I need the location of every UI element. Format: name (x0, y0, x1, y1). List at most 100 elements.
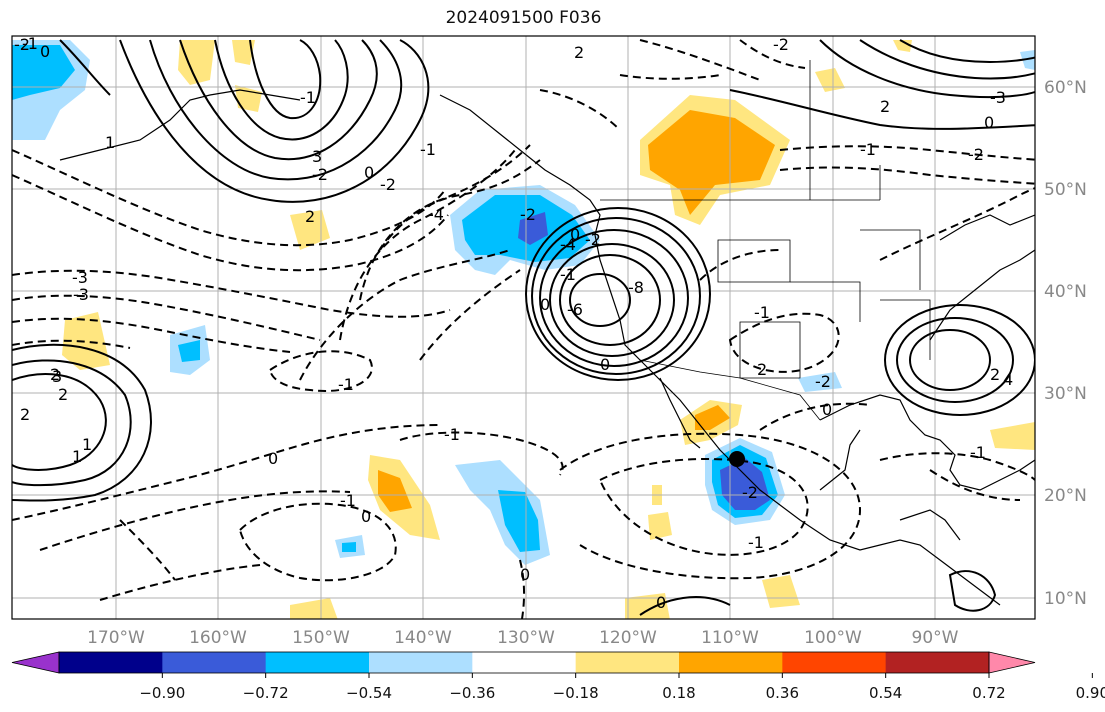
lat-label-30: 30°N (1044, 384, 1087, 404)
lat-label-10: 10°N (1044, 589, 1087, 609)
colorbar-swatch (472, 652, 577, 673)
contour-label: -2 (585, 230, 601, 249)
contour-label: 1 (72, 447, 82, 466)
contour-label: 2 (50, 365, 60, 384)
colorbar-swatch (59, 652, 163, 673)
contour-label: -2 (968, 145, 984, 164)
contour-label: -1 (754, 303, 770, 322)
colorbar-swatch (369, 652, 473, 673)
lat-label-40: 40°N (1044, 282, 1087, 302)
positive-contours (12, 39, 1035, 616)
contour-label: -2 (520, 205, 536, 224)
contour-label: -2 (815, 372, 831, 391)
lon-label-130: 130°W (497, 628, 555, 648)
colorbar-extension-high (988, 651, 1036, 674)
borders (600, 60, 931, 421)
lon-label-100: 100°W (804, 628, 862, 648)
colorbar-swatch (782, 652, 887, 673)
contour-label: 2 (757, 360, 767, 379)
colorbar-label: −0.90 (139, 684, 185, 702)
contour-label: 0 (540, 295, 550, 314)
contour-label: -1 (338, 375, 354, 394)
contour-label: -1 (300, 88, 316, 107)
contour-label: 0 (656, 593, 666, 612)
contour-label: 2 (990, 365, 1000, 384)
lon-label-120: 120°W (599, 628, 657, 648)
lon-label-90: 90°W (912, 628, 959, 648)
colorbar-label: −0.72 (243, 684, 289, 702)
negative-contours (12, 39, 1035, 619)
contour-label: 3 (312, 147, 322, 166)
contour-label: -1 (420, 140, 436, 159)
colorbar-label: −0.18 (553, 684, 599, 702)
graticule (12, 36, 1035, 619)
colorbar-frame (58, 651, 990, 674)
colorbar-label: 0.54 (869, 684, 902, 702)
contour-label: 1 (105, 133, 115, 152)
contour-label: 2 (20, 405, 30, 424)
contour-label: -2 (742, 483, 758, 502)
contour-label: -4 (428, 205, 444, 224)
contour-label: -4 (560, 235, 576, 254)
contour-label: -1 (340, 491, 356, 510)
lat-label-60: 60°N (1044, 78, 1087, 98)
colorbar-swatch (679, 652, 783, 673)
lon-label-160: 160°W (189, 628, 247, 648)
coastlines (59, 89, 1035, 606)
contour-label: 2 (574, 43, 584, 62)
contour-label: 0 (600, 355, 610, 374)
contour-label: -1 (748, 533, 764, 552)
colorbar-extension-low (11, 651, 60, 674)
contour-label: 0 (984, 113, 994, 132)
contour-label: -3 (73, 285, 89, 304)
lat-label-20: 20°N (1044, 486, 1087, 506)
colorbar: −0.90 −0.72 −0.54 −0.36 −0.18 0.18 0.36 0.54 0.7… (11, 651, 1105, 702)
colorbar-label: 0.36 (766, 684, 799, 702)
contour-label: -1 (444, 425, 460, 444)
contour-label: 0 (268, 449, 278, 468)
lon-label-170: 170°W (87, 628, 145, 648)
contour-label: -1 (860, 140, 876, 159)
contour-label: 0 (520, 565, 530, 584)
colorbar-label: −0.36 (449, 684, 495, 702)
contour-label: -2 (312, 165, 328, 184)
contour-label: 2 (305, 207, 315, 226)
contour-label: -3 (990, 88, 1006, 107)
colorbar-swatch (885, 652, 990, 673)
contour-label: -2 (773, 35, 789, 54)
contour-label: 2 (58, 385, 68, 404)
contour-label: -1 (560, 265, 576, 284)
contour-label: -2 (380, 175, 396, 194)
colorbar-swatch (265, 652, 370, 673)
colorbar-swatch (575, 652, 680, 673)
contour-label: 2 (880, 97, 890, 116)
colorbar-label: 0.72 (972, 684, 1005, 702)
contour-label: -6 (567, 300, 583, 319)
storm-center-marker (729, 451, 745, 467)
lon-label-150: 150°W (292, 628, 350, 648)
lon-label-140: 140°W (394, 628, 452, 648)
colorbar-swatch (162, 652, 267, 673)
colorbar-label: −0.54 (346, 684, 392, 702)
contour-label: -2 (14, 35, 30, 54)
colorbar-label: 0.90 (1076, 684, 1105, 702)
map-title: 2024091500 F036 (445, 8, 602, 28)
contour-label: 1 (82, 435, 92, 454)
lat-label-50: 50°N (1044, 180, 1087, 200)
contour-label: -1 (970, 443, 986, 462)
contour-label: -1 (22, 34, 38, 53)
contour-label: -3 (72, 268, 88, 287)
lon-label-110: 110°W (701, 628, 759, 648)
contour-label: 0 (361, 507, 371, 526)
map-frame (11, 35, 1036, 620)
contour-label: -8 (628, 278, 644, 297)
colorbar-label: 0.18 (662, 684, 695, 702)
contour-label: 4 (1003, 370, 1013, 389)
contour-label: 0 (570, 225, 580, 244)
contour-label: 3 (52, 367, 62, 386)
contour-label: 0 (822, 400, 832, 419)
contour-label: 0 (40, 42, 50, 61)
contour-label: 0 (364, 163, 374, 182)
